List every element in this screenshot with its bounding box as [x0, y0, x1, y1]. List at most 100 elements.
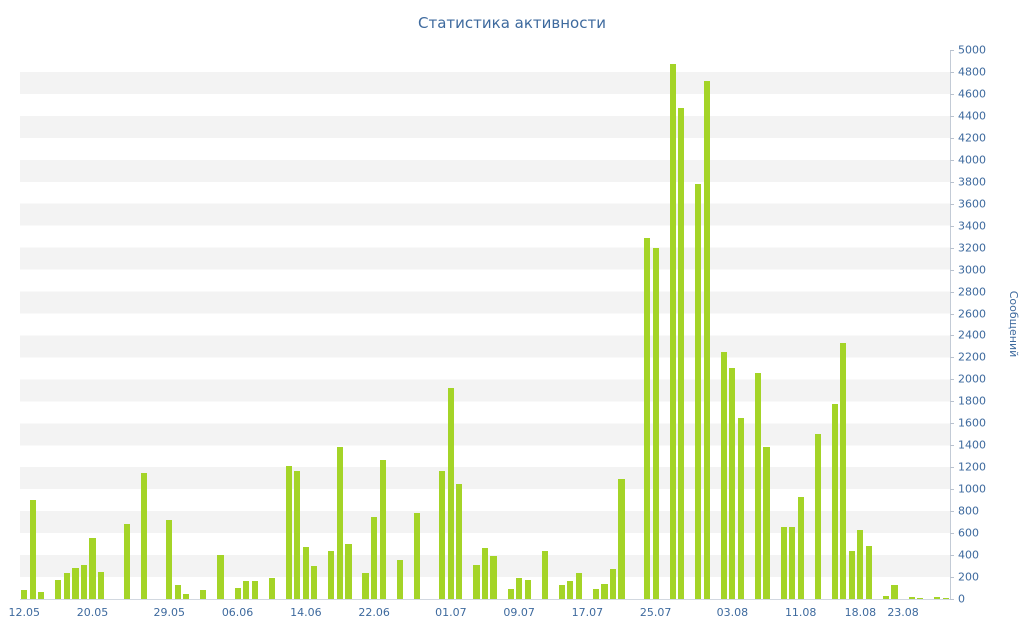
x-axis-tick-label: 22.06: [358, 606, 390, 619]
bar[interactable]: [865, 546, 872, 599]
bar[interactable]: [379, 459, 386, 599]
bar[interactable]: [848, 550, 855, 599]
bar[interactable]: [473, 564, 480, 599]
bar[interactable]: [917, 597, 924, 599]
y-axis-tick-label: 3200: [958, 241, 986, 255]
y-axis-tick-mark: [950, 533, 954, 535]
bar[interactable]: [763, 447, 770, 599]
bar[interactable]: [21, 590, 28, 599]
bar[interactable]: [592, 589, 599, 599]
bar[interactable]: [63, 572, 70, 599]
bar[interactable]: [413, 513, 420, 599]
bar[interactable]: [294, 471, 301, 599]
bar[interactable]: [439, 470, 446, 599]
bar[interactable]: [456, 484, 463, 599]
bar[interactable]: [174, 584, 181, 599]
bar[interactable]: [891, 584, 898, 599]
bar[interactable]: [447, 388, 454, 599]
bar[interactable]: [55, 580, 62, 599]
bar[interactable]: [567, 581, 574, 599]
bar[interactable]: [243, 581, 250, 599]
bar[interactable]: [814, 434, 821, 599]
bar[interactable]: [311, 566, 318, 599]
bar[interactable]: [609, 569, 617, 599]
bar[interactable]: [541, 551, 548, 599]
bar[interactable]: [29, 500, 36, 599]
y-axis-tick-mark: [950, 269, 954, 271]
y-axis-tick-label: 1000: [958, 482, 986, 496]
bar[interactable]: [942, 597, 949, 599]
bar[interactable]: [737, 417, 744, 599]
bar[interactable]: [652, 247, 659, 599]
bar[interactable]: [234, 588, 241, 599]
y-axis-tick-mark: [950, 181, 954, 183]
bar[interactable]: [166, 519, 173, 599]
y-axis-tick-mark: [950, 313, 954, 315]
bar[interactable]: [183, 593, 190, 599]
y-axis-tick-mark: [950, 93, 954, 95]
bar[interactable]: [797, 496, 804, 599]
bar[interactable]: [695, 183, 702, 599]
bar[interactable]: [644, 237, 651, 599]
bar[interactable]: [285, 466, 292, 599]
bar[interactable]: [618, 479, 625, 599]
bar[interactable]: [345, 544, 352, 599]
y-axis-tick-label: 400: [958, 548, 979, 562]
bar[interactable]: [396, 560, 403, 599]
bar[interactable]: [516, 578, 523, 599]
x-axis-tick-label: 23.08: [887, 606, 919, 619]
bar[interactable]: [908, 596, 915, 599]
y-axis-tick-label: 2600: [958, 307, 986, 321]
bar[interactable]: [72, 568, 79, 599]
x-axis-tick-label: 25.07: [639, 606, 672, 619]
y-axis-tick-label: 2400: [958, 328, 986, 342]
bar[interactable]: [268, 578, 275, 599]
bar[interactable]: [217, 555, 224, 599]
bar[interactable]: [789, 526, 796, 599]
x-axis-tick-label: 29.05: [153, 606, 186, 619]
y-axis-tick-mark: [950, 401, 954, 403]
bar[interactable]: [251, 581, 258, 599]
y-axis-tick-label: 2200: [958, 350, 986, 364]
bar[interactable]: [720, 351, 727, 599]
bar[interactable]: [558, 584, 565, 599]
y-axis-tick-label: 200: [958, 570, 979, 584]
y-axis-tick-mark: [950, 467, 954, 469]
bar[interactable]: [123, 524, 130, 599]
bar[interactable]: [601, 583, 608, 599]
y-axis-tick-mark: [950, 115, 954, 117]
y-axis-tick-label: 3400: [958, 219, 986, 233]
bar[interactable]: [882, 595, 890, 599]
bar[interactable]: [89, 537, 96, 599]
y-axis-tick-label: 1600: [958, 416, 986, 430]
bar[interactable]: [524, 580, 531, 599]
y-axis-tick-label: 4800: [958, 65, 986, 79]
bar[interactable]: [140, 472, 147, 599]
y-axis-tick-mark: [950, 50, 954, 51]
bar[interactable]: [669, 64, 676, 599]
bar[interactable]: [80, 564, 88, 599]
bar[interactable]: [481, 547, 489, 599]
bar[interactable]: [302, 547, 309, 599]
bar[interactable]: [840, 343, 847, 599]
bar[interactable]: [729, 368, 736, 599]
bar[interactable]: [38, 592, 45, 599]
bar[interactable]: [362, 572, 369, 599]
bar[interactable]: [507, 589, 514, 599]
bar[interactable]: [678, 108, 685, 599]
bar[interactable]: [780, 526, 787, 599]
bar[interactable]: [490, 556, 497, 599]
bar[interactable]: [831, 403, 838, 599]
bar[interactable]: [754, 372, 762, 599]
bar[interactable]: [703, 80, 710, 599]
bar[interactable]: [857, 529, 864, 599]
bar[interactable]: [200, 590, 207, 599]
y-axis-tick-mark: [950, 489, 954, 491]
bar[interactable]: [575, 573, 582, 599]
bar[interactable]: [328, 550, 335, 599]
bar[interactable]: [97, 571, 105, 599]
bar[interactable]: [336, 447, 343, 599]
y-axis-tick-mark: [950, 71, 954, 73]
bar[interactable]: [371, 517, 378, 599]
bar[interactable]: [934, 596, 941, 599]
